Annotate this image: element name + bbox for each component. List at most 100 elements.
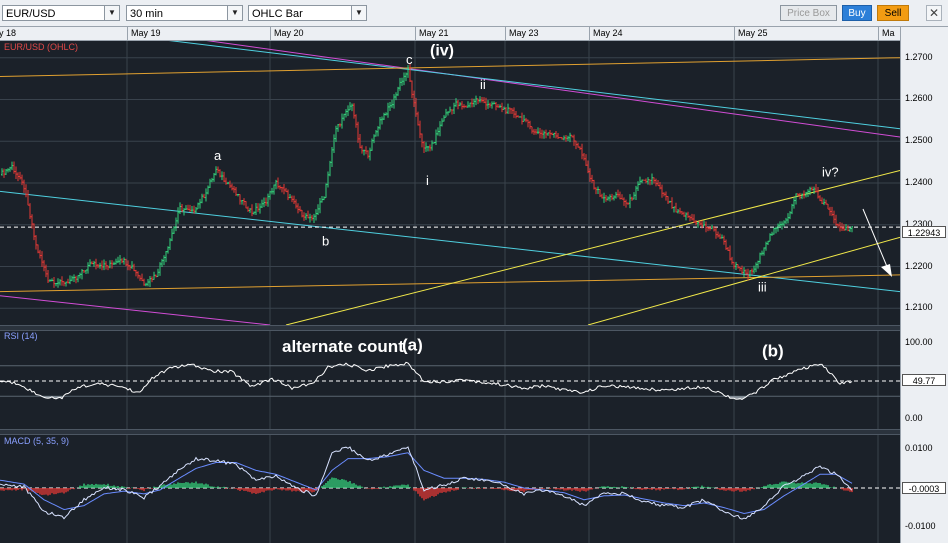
ohlc-bar — [505, 107, 507, 115]
date-label: May 20 — [270, 27, 304, 40]
ohlc-bar — [589, 168, 591, 182]
ohlc-bar — [197, 202, 199, 210]
ohlc-bar — [247, 206, 249, 212]
ohlc-bar — [331, 146, 333, 168]
ohlc-bar — [39, 249, 41, 259]
ohlc-bar — [13, 161, 15, 174]
signal-line — [0, 452, 853, 515]
timeframe-select[interactable]: 30 min ▼ — [126, 5, 243, 21]
ohlc-bar — [705, 221, 707, 233]
ohlc-bar — [821, 197, 823, 205]
ohlc-bar — [693, 214, 695, 223]
chevron-down-icon[interactable]: ▼ — [351, 6, 366, 20]
ohlc-bar — [507, 103, 509, 115]
ohlc-bar — [389, 101, 391, 112]
chevron-down-icon[interactable]: ▼ — [227, 6, 242, 20]
ohlc-bar — [851, 226, 853, 233]
ohlc-bar — [519, 116, 521, 118]
ohlc-bar — [23, 179, 25, 193]
ohlc-bar — [281, 186, 283, 193]
ohlc-bar — [189, 204, 191, 213]
date-label: May 24 — [589, 27, 623, 40]
axis-tick-label: 0.00 — [905, 413, 923, 423]
price-chart[interactable]: c (iv) ii a i b iv? iii — [0, 41, 900, 325]
ohlc-bar — [229, 180, 231, 188]
macd-chart[interactable] — [0, 435, 900, 543]
pane-separator[interactable] — [0, 429, 900, 435]
ohlc-bar — [455, 98, 457, 107]
ohlc-bar — [209, 178, 211, 188]
ohlc-bar — [629, 194, 631, 209]
ohlc-bar — [609, 194, 611, 202]
toolbar: EUR/USD ▼ 30 min ▼ OHLC Bar ▼ Price Box … — [0, 0, 948, 27]
chart-style-value: OHLC Bar — [252, 8, 303, 20]
ohlc-bar — [451, 109, 453, 115]
ohlc-bar — [763, 247, 765, 256]
ohlc-bar — [71, 275, 73, 282]
ohlc-bar — [493, 101, 495, 105]
ohlc-bar — [581, 143, 583, 160]
ohlc-bar — [115, 258, 117, 265]
ohlc-bar — [381, 116, 383, 125]
ohlc-bar — [769, 233, 771, 242]
ohlc-bar — [571, 134, 573, 138]
ohlc-bar — [813, 186, 815, 194]
ohlc-bar — [777, 223, 779, 232]
ohlc-bar — [491, 101, 493, 109]
ohlc-bar — [457, 99, 459, 110]
ohlc-bar — [163, 255, 165, 266]
ohlc-bar — [343, 113, 345, 121]
ohlc-bar — [53, 276, 55, 288]
ohlc-bar — [37, 244, 39, 254]
ohlc-bar — [109, 260, 111, 269]
ohlc-bar — [499, 104, 501, 108]
symbol-select[interactable]: EUR/USD ▼ — [2, 5, 120, 21]
ohlc-bar — [319, 197, 321, 214]
ohlc-bar — [579, 146, 581, 150]
ohlc-bar — [347, 105, 349, 116]
ohlc-bar — [621, 194, 623, 200]
buy-button[interactable]: Buy — [842, 5, 872, 21]
ohlc-bar — [677, 209, 679, 214]
ohlc-bar — [359, 133, 361, 149]
ohlc-bar — [749, 270, 751, 277]
chevron-down-icon[interactable]: ▼ — [104, 6, 119, 20]
ohlc-bar — [511, 108, 513, 115]
ohlc-bar — [69, 275, 71, 285]
ohlc-bar — [477, 98, 479, 105]
ohlc-bar — [573, 134, 575, 146]
close-icon[interactable]: ✕ — [926, 5, 942, 21]
sell-button[interactable]: Sell — [877, 5, 909, 21]
ohlc-bar — [575, 140, 577, 150]
ohlc-bar — [713, 226, 715, 232]
ohlc-bar — [151, 276, 153, 283]
price-box-button[interactable]: Price Box — [780, 5, 837, 21]
ohlc-bar — [367, 150, 369, 159]
ohlc-bar — [751, 268, 753, 275]
ohlc-bar — [409, 63, 411, 82]
ohlc-bar — [469, 102, 471, 108]
pane-separator[interactable] — [0, 325, 900, 331]
ohlc-bar — [453, 102, 455, 115]
ohlc-bar — [425, 142, 427, 152]
rsi-chart[interactable]: alternate count(a) (b) — [0, 331, 900, 429]
ohlc-bar — [101, 260, 103, 271]
chart-style-select[interactable]: OHLC Bar ▼ — [248, 5, 367, 21]
ohlc-bar — [269, 190, 271, 200]
ohlc-bar — [371, 138, 373, 151]
ohlc-bar — [559, 137, 561, 139]
ohlc-bar — [361, 145, 363, 154]
ohlc-bar — [443, 115, 445, 122]
ohlc-bar — [183, 208, 185, 216]
ohlc-bar — [483, 97, 485, 104]
ohlc-bar — [481, 96, 483, 103]
ohlc-bar — [719, 233, 721, 239]
axis-tick-label: 1.2600 — [905, 93, 933, 104]
ohlc-bar — [411, 80, 413, 99]
ohlc-bar — [607, 196, 609, 201]
wave-label: (iv) — [430, 43, 454, 60]
price-pane-title: EUR/USD (OHLC) — [4, 42, 79, 52]
ohlc-bar — [613, 195, 615, 201]
ohlc-bar — [205, 188, 207, 202]
ohlc-bar — [807, 189, 809, 197]
